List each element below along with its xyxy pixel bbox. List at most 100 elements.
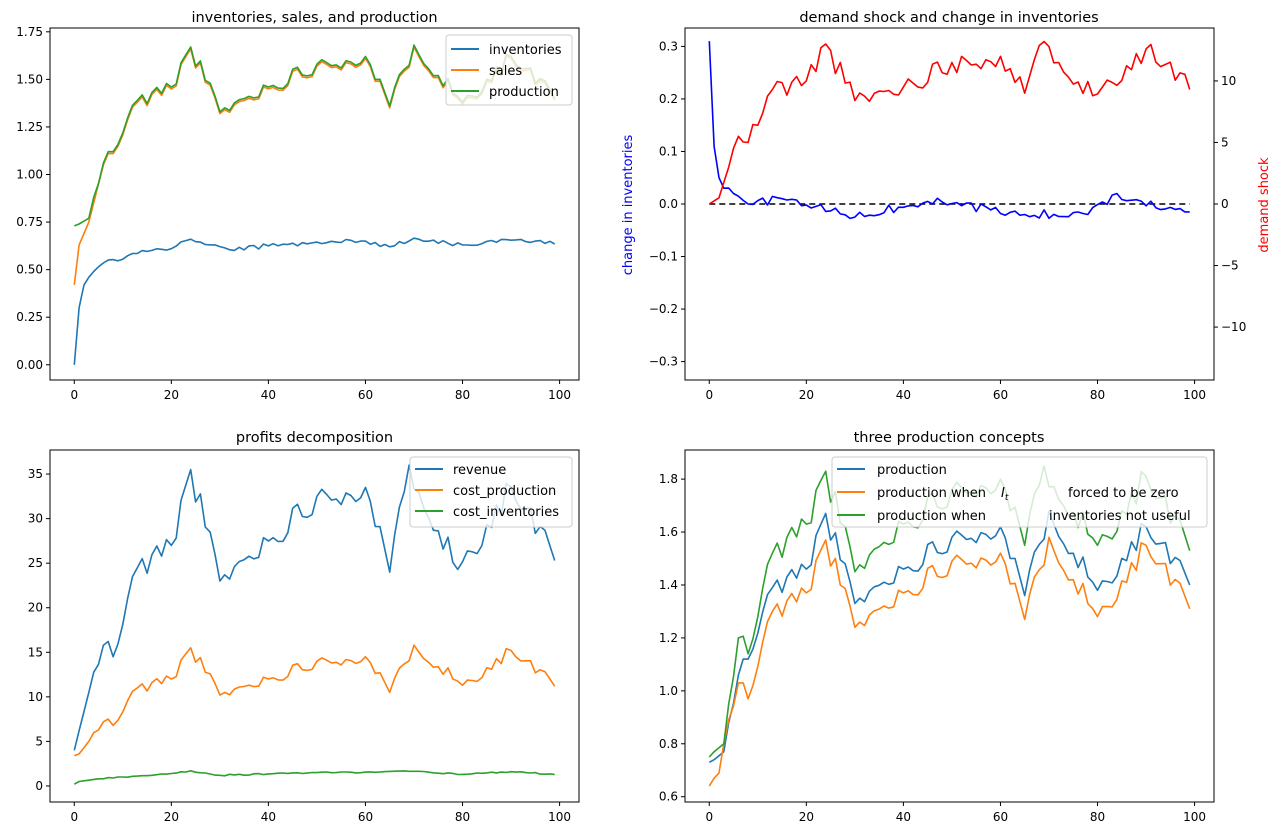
y-tick-label: 1.50 bbox=[16, 72, 43, 86]
legend-suffix-not-useful: inventories not useful bbox=[1049, 509, 1191, 524]
legend-label-production-forced-zero: production when bbox=[877, 486, 986, 501]
legend-label-cost-inventories: cost_inventories bbox=[453, 505, 559, 520]
series-demand-shock bbox=[708, 40, 1191, 205]
y-tick-label: 5 bbox=[35, 734, 43, 748]
x-tick-label: 100 bbox=[1183, 388, 1206, 402]
x-tick-label: 60 bbox=[993, 810, 1008, 824]
panel4-title: three production concepts bbox=[854, 430, 1045, 446]
y-tick-label: 0.25 bbox=[16, 310, 43, 324]
panel2-left-ylabel: change in inventories bbox=[621, 135, 636, 276]
panel3-legend: revenue cost_production cost_inventories bbox=[409, 456, 573, 528]
x-tick-label: 40 bbox=[261, 810, 276, 824]
legend-label-production: production bbox=[877, 463, 947, 478]
x-tick-label: 40 bbox=[896, 810, 911, 824]
panel3-frame bbox=[49, 449, 580, 803]
panel-inventories-sales-production: inventories, sales, and production 0 20 40… bbox=[16, 10, 580, 402]
y-tick-label: 0.6 bbox=[659, 790, 678, 804]
panel2-right-ylabel: demand shock bbox=[1257, 157, 1272, 253]
y-tick-label: 10 bbox=[28, 690, 43, 704]
panel-demand-shock: demand shock and change in inventories 0… bbox=[621, 10, 1272, 402]
y-tick-label: 25 bbox=[28, 556, 43, 570]
x-tick-label: 20 bbox=[164, 388, 179, 402]
y-tick-label: 0.1 bbox=[659, 144, 678, 158]
panel4-frame bbox=[684, 449, 1215, 803]
x-tick-label: 20 bbox=[164, 810, 179, 824]
y-tick-label: 1.6 bbox=[659, 525, 678, 539]
legend-label-cost-production: cost_production bbox=[453, 484, 556, 499]
y-tick-label: 0.0 bbox=[659, 197, 678, 211]
series-inventories bbox=[73, 237, 556, 365]
x-tick-label: 0 bbox=[70, 810, 78, 824]
y-tick-label: 1.00 bbox=[16, 168, 43, 182]
y-tick-label: 1.2 bbox=[659, 631, 678, 645]
x-tick-label: 100 bbox=[1183, 810, 1206, 824]
x-tick-label: 40 bbox=[261, 388, 276, 402]
y-right-tick-label: −5 bbox=[1221, 259, 1239, 273]
legend-math-inventory: It bbox=[1001, 486, 1009, 503]
x-tick-label: 80 bbox=[455, 388, 470, 402]
x-tick-label: 100 bbox=[548, 388, 571, 402]
x-tick-label: 60 bbox=[358, 388, 373, 402]
legend-label-inventories: inventories bbox=[489, 43, 562, 58]
y-tick-label: 0.2 bbox=[659, 92, 678, 106]
x-tick-label: 40 bbox=[896, 388, 911, 402]
series-cost-production bbox=[74, 644, 556, 757]
y-tick-label: 30 bbox=[28, 512, 43, 526]
series-change-in-inventories bbox=[708, 41, 1190, 220]
y-right-tick-label: 5 bbox=[1221, 135, 1229, 149]
panel-profits-decomposition: profits decomposition 0 20 40 60 80 100 0 5 10 15… bbox=[28, 430, 580, 824]
y-tick-label: 1.8 bbox=[659, 472, 678, 486]
y-tick-label: −0.3 bbox=[649, 355, 678, 369]
panel4-legend: production production when It forced to … bbox=[831, 456, 1208, 528]
y-tick-label: 1.75 bbox=[16, 25, 43, 39]
panel1-title: inventories, sales, and production bbox=[191, 10, 437, 26]
x-tick-label: 0 bbox=[705, 388, 713, 402]
y-right-tick-label: −10 bbox=[1221, 320, 1246, 334]
x-tick-label: 80 bbox=[455, 810, 470, 824]
y-tick-label: 0.8 bbox=[659, 737, 678, 751]
panel3-title: profits decomposition bbox=[236, 430, 393, 446]
y-tick-label: −0.1 bbox=[649, 250, 678, 264]
x-tick-label: 20 bbox=[799, 810, 814, 824]
y-tick-label: −0.2 bbox=[649, 302, 678, 316]
y-tick-label: 0.3 bbox=[659, 39, 678, 53]
x-tick-label: 80 bbox=[1090, 388, 1105, 402]
y-tick-label: 0 bbox=[35, 779, 43, 793]
y-right-tick-label: 10 bbox=[1221, 74, 1236, 88]
x-tick-label: 0 bbox=[70, 388, 78, 402]
y-tick-label: 0.75 bbox=[16, 215, 43, 229]
panel2-frame bbox=[684, 27, 1215, 381]
panel-three-production-concepts: three production concepts 0 20 40 60 80 100 0.… bbox=[659, 430, 1215, 824]
y-tick-label: 0.00 bbox=[16, 358, 43, 372]
legend-label-production: production bbox=[489, 85, 559, 100]
panel1-frame bbox=[49, 27, 580, 381]
legend-label-production-not-useful: production when bbox=[877, 509, 986, 524]
y-tick-label: 15 bbox=[28, 645, 43, 659]
legend-label-revenue: revenue bbox=[453, 463, 506, 478]
series-cost-inventories bbox=[73, 770, 555, 785]
panel3-legend-box bbox=[409, 456, 573, 528]
series-production-inventories-forced-zero bbox=[708, 536, 1191, 787]
series-production bbox=[708, 510, 1191, 764]
y-tick-label: 1.4 bbox=[659, 578, 678, 592]
y-tick-label: 1.25 bbox=[16, 120, 43, 134]
panel4-legend-box bbox=[831, 456, 1208, 528]
y-right-tick-label: 0 bbox=[1221, 197, 1229, 211]
panel2-title: demand shock and change in inventories bbox=[799, 10, 1098, 26]
y-tick-label: 20 bbox=[28, 601, 43, 615]
x-tick-label: 60 bbox=[358, 810, 373, 824]
y-tick-label: 0.50 bbox=[16, 263, 43, 277]
legend-suffix-forced-zero: forced to be zero bbox=[1068, 486, 1179, 501]
y-tick-label: 1.0 bbox=[659, 684, 678, 698]
legend-math-inventory-subscript: t bbox=[1005, 493, 1009, 503]
series-revenue bbox=[73, 464, 556, 751]
x-tick-label: 60 bbox=[993, 388, 1008, 402]
y-tick-label: 35 bbox=[28, 467, 43, 481]
x-tick-label: 80 bbox=[1090, 810, 1105, 824]
panel1-legend-box bbox=[445, 34, 573, 106]
legend-label-sales: sales bbox=[489, 64, 522, 79]
x-tick-label: 20 bbox=[799, 388, 814, 402]
legend-math-inventory-symbol: I bbox=[1001, 486, 1005, 501]
panel1-legend: inventories sales production bbox=[445, 34, 573, 106]
